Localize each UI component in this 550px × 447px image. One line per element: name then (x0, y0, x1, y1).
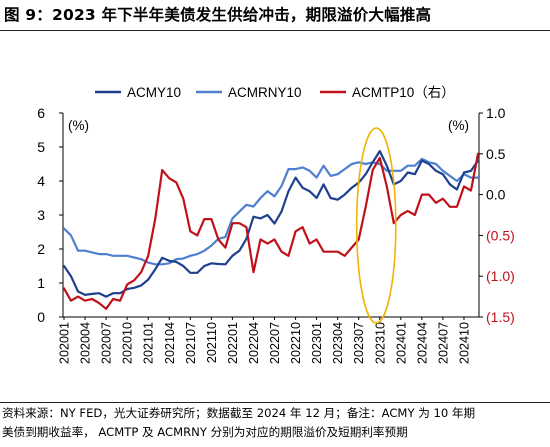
source-line-2: 美债到期收益率， ACMTP 及 ACMRNY 分别为对应的期限溢价及短期利率预… (2, 425, 408, 439)
source-line-1: 资料来源：NY FED，光大证券研究所；数据截至 2024 年 12 月；备注：… (2, 406, 476, 420)
x-tick-label: 202310 (373, 322, 387, 364)
series-line-acmtp10 (62, 152, 480, 310)
x-tick-label: 202404 (415, 322, 429, 364)
left-tick-label: 0 (37, 309, 45, 325)
x-tick-label: 202001 (58, 322, 72, 364)
x-tick-label: 202107 (184, 322, 198, 364)
right-tick-label: (0.5) (486, 227, 515, 243)
left-tick-label: 5 (37, 139, 45, 155)
x-tick-label: 202007 (100, 322, 114, 364)
x-tick-label: 202010 (121, 322, 135, 364)
left-tick-label: 6 (37, 105, 45, 121)
x-tick-label: 202004 (79, 322, 93, 364)
right-tick-label: 0.0 (486, 187, 506, 203)
source-note: 资料来源：NY FED，光大证券研究所；数据截至 2024 年 12 月；备注：… (2, 404, 548, 442)
x-tick-label: 202304 (331, 322, 345, 364)
x-tick-label: 202207 (268, 322, 282, 364)
x-tick-label: 202204 (247, 322, 261, 364)
legend-item: ACMY10 (95, 85, 181, 100)
legend-label: ACMY10 (127, 85, 181, 100)
x-tick-label: 202104 (163, 322, 177, 364)
left-tick-label: 4 (37, 173, 45, 189)
x-tick-label: 202301 (310, 322, 324, 364)
chart-title: 图 9：2023 年下半年美债发生供给冲击，期限溢价大幅推高 (4, 6, 432, 24)
legend-label: ACMTP10（右） (352, 85, 455, 100)
x-tick-label: 202407 (436, 322, 450, 364)
left-axis-unit: (%) (68, 118, 89, 133)
x-tick-label: 202410 (457, 322, 471, 364)
legend-item: ACMTP10（右） (320, 85, 455, 100)
legend-item: ACMRNY10 (196, 85, 302, 100)
right-tick-label: (1.0) (486, 268, 515, 284)
left-tick-label: 1 (37, 275, 45, 291)
series-line-acmrny10 (62, 157, 480, 266)
legend-label: ACMRNY10 (228, 85, 302, 100)
x-tick-label: 202210 (289, 322, 303, 364)
highlight-ellipse (355, 127, 397, 324)
x-tick-label: 202401 (394, 322, 408, 364)
right-tick-label: 1.0 (486, 105, 506, 121)
x-tick-label: 202101 (142, 322, 156, 364)
left-tick-label: 2 (37, 241, 45, 257)
left-tick-label: 3 (37, 207, 45, 223)
top-rule (0, 30, 550, 31)
x-tick-label: 202201 (226, 322, 240, 364)
right-axis-unit: (%) (448, 118, 469, 133)
x-tick-label: 202307 (352, 322, 366, 364)
series-line-acmy10 (62, 150, 480, 298)
x-tick-label: 202110 (205, 322, 219, 363)
right-tick-label: (1.5) (486, 309, 515, 325)
right-tick-label: 0.5 (486, 146, 506, 162)
chart: 0 1 2 3 4 5 6 (%) 1.0 0.5 0.0 (0.5) (1.0) (1.5) (%) 202… (37, 85, 515, 364)
bottom-rule (0, 402, 550, 403)
